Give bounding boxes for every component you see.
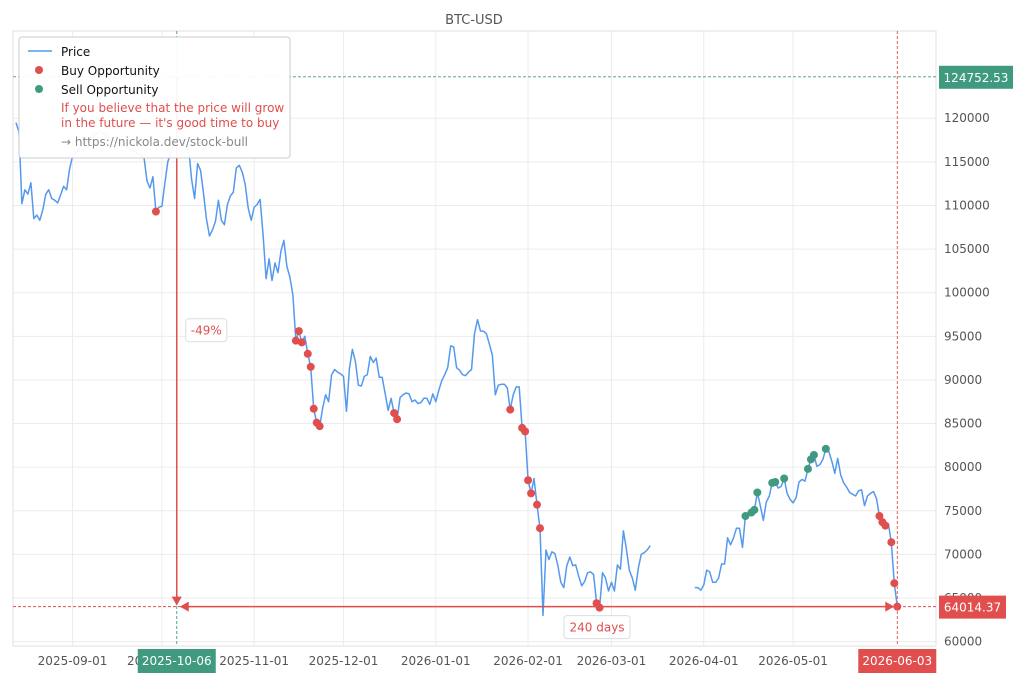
x-tick-label: 2025-11-01 bbox=[219, 654, 289, 668]
y-tick-label: 90000 bbox=[944, 373, 982, 387]
price-line bbox=[694, 448, 899, 607]
y-tick-label: 70000 bbox=[944, 547, 982, 561]
current-price-tag-label: 64014.37 bbox=[944, 601, 1001, 615]
drop-percent-label: -49% bbox=[191, 324, 222, 338]
y-tick-label: 80000 bbox=[944, 460, 982, 474]
sell-point bbox=[780, 474, 789, 483]
y-tick-label: 85000 bbox=[944, 417, 982, 431]
current-date-tag bbox=[858, 649, 937, 673]
y-tick-label: 95000 bbox=[944, 329, 982, 343]
sell-point bbox=[771, 478, 780, 486]
buy-point bbox=[527, 489, 536, 498]
legend-link[interactable]: → https://nickola.dev/stock-bull bbox=[61, 135, 248, 149]
buy-point bbox=[521, 427, 530, 436]
price-line bbox=[15, 122, 651, 617]
buy-point bbox=[151, 207, 160, 216]
buy-point bbox=[875, 512, 884, 521]
legend-sell-label: Sell Opportunity bbox=[61, 83, 159, 97]
duration-box bbox=[563, 615, 631, 640]
duration-arrow-head-right bbox=[885, 601, 895, 612]
legend: Price Buy Opportunity Sell Opportunity I… bbox=[18, 36, 291, 159]
duration-arrow-head-left bbox=[179, 601, 189, 612]
buy-point bbox=[303, 349, 312, 358]
annotations: -49% 240 days 124752.53 64014.37 2025-10-06 2… bbox=[137, 65, 1013, 673]
x-tick-label: 2026-05-01 bbox=[758, 654, 828, 668]
y-tick-label: 75000 bbox=[944, 504, 982, 518]
sell-point bbox=[821, 444, 830, 453]
buy-point bbox=[595, 603, 604, 612]
duration-label: 240 days bbox=[570, 621, 625, 635]
y-tick-label: 105000 bbox=[944, 242, 990, 256]
x-tick-label: 2025-09-01 bbox=[38, 654, 108, 668]
grid bbox=[13, 31, 936, 646]
buy-point bbox=[506, 405, 515, 414]
y-tick-label: 110000 bbox=[944, 198, 990, 212]
x-tick-label: 2026-01-01 bbox=[401, 654, 471, 668]
x-tick-label: 2026-02-01 bbox=[493, 654, 563, 668]
sell-point bbox=[750, 505, 759, 514]
x-tick-label: 2025-12-01 bbox=[309, 654, 379, 668]
high-date-tag bbox=[137, 649, 216, 673]
buy-point bbox=[536, 524, 545, 533]
drop-arrow-head bbox=[171, 596, 182, 606]
price-series bbox=[15, 122, 899, 617]
buy-point bbox=[297, 338, 306, 347]
buy-point bbox=[315, 422, 324, 431]
buy-point bbox=[524, 476, 533, 485]
high-price-tag-label: 124752.53 bbox=[944, 71, 1009, 85]
x-tick-label: 2026-03-01 bbox=[577, 654, 647, 668]
buy-point bbox=[309, 404, 318, 413]
legend-note-line-2: in the future — it's good time to buy bbox=[61, 116, 279, 130]
legend-note-line-1: If you believe that the price will grow bbox=[61, 101, 284, 115]
legend-sell-swatch bbox=[35, 85, 43, 93]
high-date-tag-label: 2025-10-06 bbox=[142, 654, 212, 668]
legend-price-label: Price bbox=[61, 45, 90, 59]
buy-point bbox=[881, 521, 890, 530]
buy-point bbox=[893, 602, 902, 611]
drop-percent-box bbox=[185, 318, 228, 343]
buy-point bbox=[390, 409, 399, 418]
sell-point bbox=[803, 464, 812, 473]
sell-point bbox=[753, 488, 762, 497]
buy-point bbox=[306, 362, 315, 371]
buy-point bbox=[890, 579, 899, 588]
legend-box bbox=[18, 36, 291, 159]
buy-point bbox=[533, 500, 542, 509]
current-date-tag-label: 2026-06-03 bbox=[862, 654, 932, 668]
chart-title: BTC-USD bbox=[445, 13, 503, 28]
y-axis: 6000065000700007500080000850009000095000… bbox=[944, 111, 990, 648]
buy-point bbox=[887, 538, 896, 547]
current-price-tag bbox=[939, 595, 1006, 619]
plot-frame bbox=[12, 30, 937, 647]
y-tick-label: 115000 bbox=[944, 155, 990, 169]
legend-buy-label: Buy Opportunity bbox=[61, 64, 160, 78]
sell-point bbox=[741, 512, 750, 521]
legend-buy-swatch bbox=[35, 66, 43, 74]
x-tick-label: 2026-04-01 bbox=[669, 654, 739, 668]
y-tick-label: 120000 bbox=[944, 111, 990, 125]
buy-opportunity-series bbox=[151, 207, 902, 612]
y-tick-label: 60000 bbox=[944, 635, 982, 649]
sell-opportunity-series bbox=[741, 444, 830, 521]
high-price-tag bbox=[939, 65, 1013, 89]
sell-point bbox=[809, 450, 818, 459]
y-tick-label: 100000 bbox=[944, 286, 990, 300]
buy-point bbox=[294, 327, 303, 336]
buy-point bbox=[393, 415, 402, 424]
